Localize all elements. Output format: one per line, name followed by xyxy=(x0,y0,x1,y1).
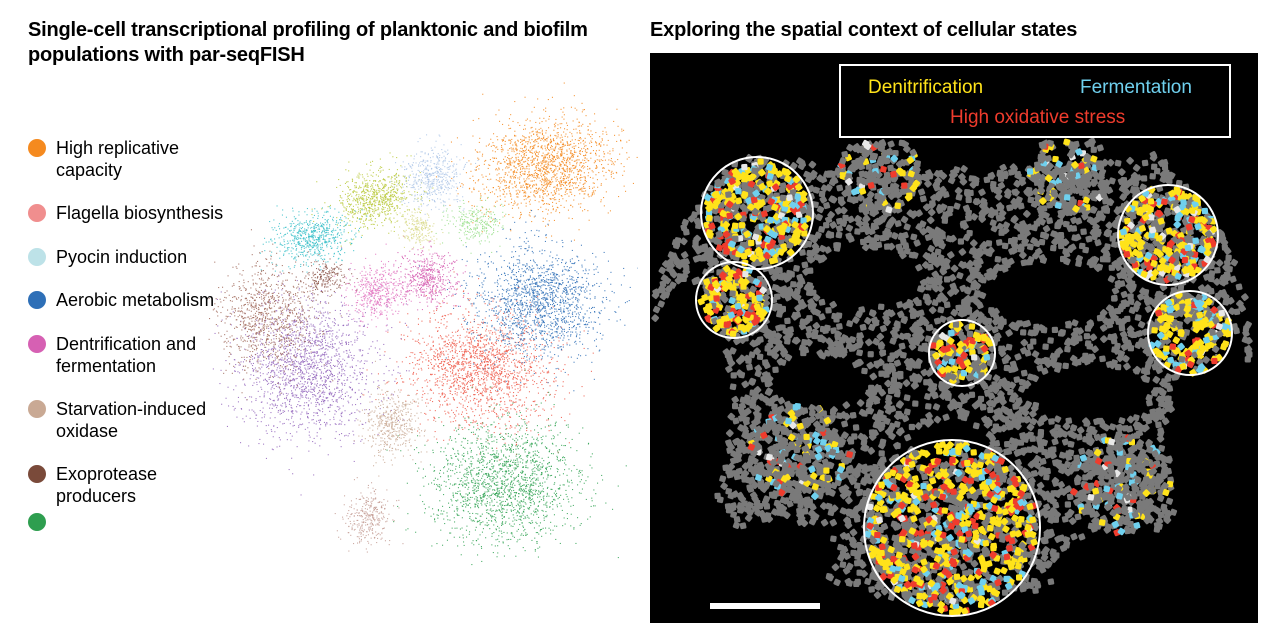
legend-item: Aerobic metabolism xyxy=(28,290,228,312)
legend-label: High replicative capacity xyxy=(56,138,228,181)
spatial-map: Denitrification Fermentation High oxidativ… xyxy=(650,53,1258,623)
umap-scatter xyxy=(208,78,638,618)
legend-label: Flagella biosynthesis xyxy=(56,203,223,225)
legend-label: Starvation-induced oxidase xyxy=(56,399,228,442)
legend-dot xyxy=(28,465,46,483)
legend-item: Starvation-induced oxidase xyxy=(28,399,228,442)
legend-dot xyxy=(28,291,46,309)
legend-label: Exoprotease producers xyxy=(56,464,228,507)
right-panel: Exploring the spatial context of cellula… xyxy=(640,0,1280,631)
legend-item: Dentrification and fermentation xyxy=(28,334,228,377)
legend-label: Pyocin induction xyxy=(56,247,187,269)
legend-item xyxy=(28,512,228,531)
legend-dot xyxy=(28,248,46,266)
legend-dot xyxy=(28,513,46,531)
scale-bar xyxy=(710,603,820,609)
spatial-legend-label: High oxidative stress xyxy=(950,107,1125,128)
spatial-legend-label: Denitrification xyxy=(868,77,983,98)
legend-item: Flagella biosynthesis xyxy=(28,203,228,225)
legend-dot xyxy=(28,335,46,353)
right-title: Exploring the spatial context of cellula… xyxy=(650,18,1258,43)
legend-item: Pyocin induction xyxy=(28,247,228,269)
legend-item: High replicative capacity xyxy=(28,138,228,181)
spatial-legend-label: Fermentation xyxy=(1080,77,1192,98)
cluster-legend: High replicative capacity Flagella biosyn… xyxy=(28,138,228,553)
legend-label: Dentrification and fermentation xyxy=(56,334,228,377)
legend-dot xyxy=(28,204,46,222)
left-panel: Single-cell transcriptional profiling of… xyxy=(0,0,640,631)
scatter-points xyxy=(208,83,638,566)
legend-dot xyxy=(28,139,46,157)
left-title: Single-cell transcriptional profiling of… xyxy=(28,18,630,68)
legend-dot xyxy=(28,400,46,418)
legend-item: Exoprotease producers xyxy=(28,464,228,507)
legend-label: Aerobic metabolism xyxy=(56,290,214,312)
